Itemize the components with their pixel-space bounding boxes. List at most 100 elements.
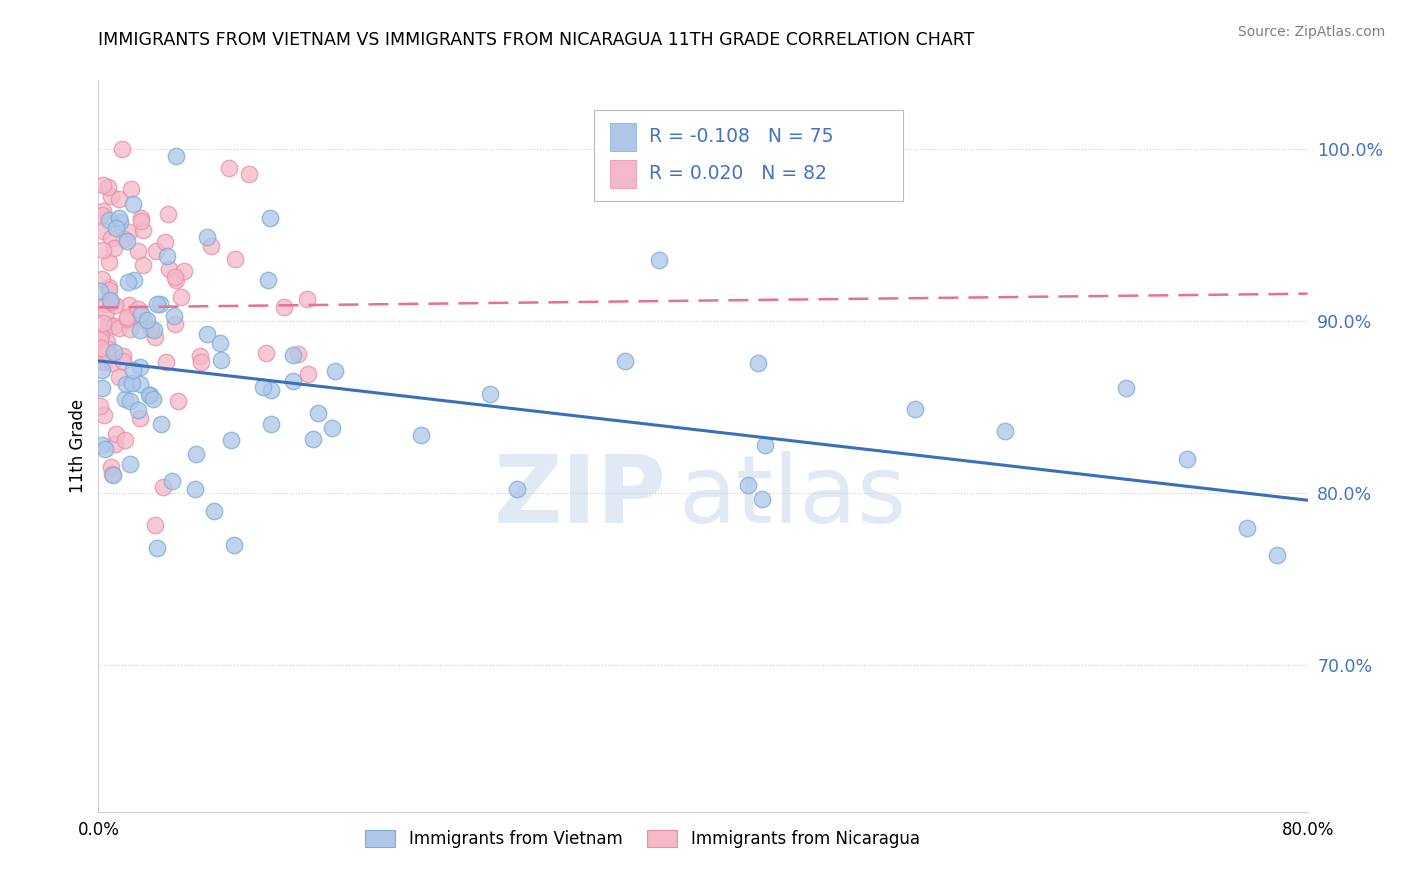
Point [143,330,166,344]
Point [751,491,773,506]
Point [149,297,172,311]
Point [103,345,125,359]
Point [129,376,152,391]
Point [90,341,112,355]
Point [97,179,120,194]
Point [112,354,135,368]
Point [150,417,173,431]
FancyBboxPatch shape [595,110,903,201]
Point [100,294,122,309]
Point [114,377,136,392]
Point [108,321,131,335]
Point [115,235,138,249]
Point [105,220,128,235]
Point [128,359,150,374]
Point [135,313,157,327]
Point [307,406,329,420]
Point [145,244,167,258]
Point [127,403,149,417]
Point [219,433,242,447]
Point [91,178,114,193]
Point [165,149,187,163]
Point [117,275,139,289]
Point [93,354,115,368]
Point [273,300,295,314]
Point [157,207,180,221]
Point [170,290,193,304]
Point [103,318,125,333]
Point [94,442,117,456]
Point [91,363,114,377]
Point [122,197,145,211]
Point [321,421,343,435]
Point [115,310,138,325]
Point [101,356,124,370]
Point [155,355,177,369]
Point [224,252,246,266]
Point [165,317,187,331]
Point [97,280,120,294]
Point [104,298,127,312]
Point [90,328,112,343]
Point [98,317,121,331]
Point [184,447,207,461]
Point [1236,520,1258,534]
Point [254,346,277,360]
Point [98,293,121,308]
Point [108,192,131,206]
Point [153,235,176,249]
Point [129,211,152,226]
Point [97,255,120,269]
Point [89,285,111,299]
Text: R = -0.108   N = 75: R = -0.108 N = 75 [648,128,834,146]
Point [209,353,232,368]
FancyBboxPatch shape [610,160,637,187]
Text: IMMIGRANTS FROM VIETNAM VS IMMIGRANTS FROM NICARAGUA 11TH GRADE CORRELATION CHAR: IMMIGRANTS FROM VIETNAM VS IMMIGRANTS FR… [98,31,974,49]
Point [613,354,636,368]
Point [120,182,142,196]
Point [121,363,143,377]
Point [132,259,155,273]
Point [129,323,152,337]
Point [96,334,118,349]
Point [98,284,121,298]
Point [111,349,134,363]
Point [89,334,111,348]
Point [152,479,174,493]
Point [97,343,120,357]
Point [108,370,131,384]
Point [100,459,122,474]
Point [252,380,274,394]
Point [648,252,671,267]
Point [114,392,136,406]
Point [224,538,246,552]
Point [134,312,156,326]
Point [281,374,304,388]
Point [1175,452,1198,467]
Point [737,478,759,492]
Point [165,273,187,287]
Point [101,468,124,483]
Point [184,482,207,496]
Point [91,204,114,219]
Point [103,241,125,255]
Text: R = 0.020   N = 82: R = 0.020 N = 82 [648,164,827,183]
Point [754,438,776,452]
Point [91,272,114,286]
Point [167,393,190,408]
Point [190,355,212,369]
Point [129,307,152,321]
Point [257,273,280,287]
Point [409,428,432,442]
Point [90,438,112,452]
Point [162,474,184,488]
Y-axis label: 11th Grade: 11th Grade [69,399,87,493]
Point [90,381,112,395]
Text: atlas: atlas [679,451,907,543]
Point [139,388,162,402]
Point [157,262,180,277]
Point [208,336,231,351]
Point [139,321,162,335]
Point [188,349,211,363]
Point [197,230,219,244]
